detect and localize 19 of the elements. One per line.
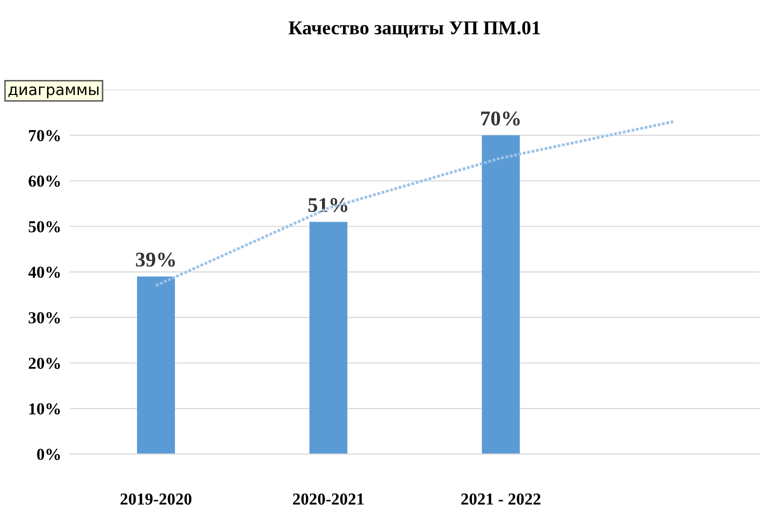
annotation: диаграммы — [8, 86, 98, 98]
bar — [309, 222, 348, 454]
x-tick-label: 2021 - 2022 — [461, 493, 540, 505]
x-tick-label: 2019-2020 — [120, 493, 192, 505]
y-tick-label: 40% — [28, 266, 60, 278]
y-tick-label: 70% — [29, 130, 60, 142]
chart-title: Качество защиты УП ПМ.01 — [288, 21, 540, 38]
y-tick-label: 60% — [28, 176, 60, 187]
data-label: 70% — [481, 111, 520, 126]
data-label: 39% — [136, 252, 175, 267]
y-tick-label: 20% — [28, 358, 60, 369]
y-tick-label: 10% — [29, 403, 60, 415]
bar — [482, 135, 520, 454]
y-tick-label: 30% — [28, 312, 60, 324]
y-tick-label: 50% — [28, 221, 60, 232]
data-label: 51% — [308, 198, 348, 212]
y-tick-label: 0% — [37, 448, 60, 460]
bar — [137, 276, 175, 454]
x-tick-label: 2020-2021 — [293, 493, 364, 505]
